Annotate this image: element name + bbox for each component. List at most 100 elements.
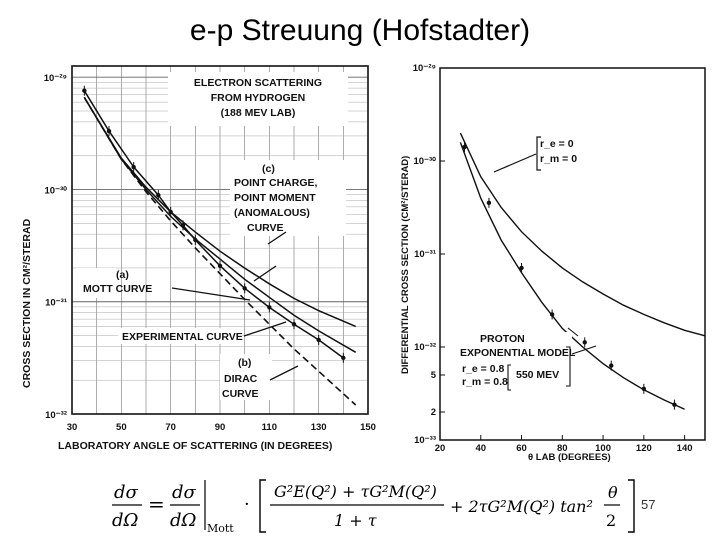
left-data-point — [82, 88, 87, 93]
left-anno-c: (c) — [262, 163, 275, 175]
left-y-tick-label: 10⁻³⁰ — [44, 185, 67, 196]
formula-mott-num: dσ — [172, 482, 197, 503]
right-data-point — [672, 402, 677, 407]
formula-numerator: G²E(Q²) + τG²M(Q²) — [274, 482, 437, 501]
left-x-tick-label: 70 — [165, 422, 176, 433]
left-anno-c-line-1: POINT CHARGE, — [234, 177, 318, 189]
cross-section-formula: dσ dΩ = dσ dΩ Mott · G²E(Q²) + τG²M(Q²) … — [108, 476, 648, 541]
right-series-line — [459, 132, 706, 337]
right-data-point — [486, 200, 492, 206]
right-anno-expmodel: EXPONENTIAL MODEL — [460, 347, 576, 359]
left-data-point — [242, 286, 247, 291]
right-curves — [459, 132, 706, 410]
left-anno-b: (b) — [238, 357, 251, 369]
left-anno-dirac-leader — [269, 365, 299, 381]
right-data-point — [641, 386, 647, 392]
left-data-point — [156, 192, 161, 198]
left-data-point — [316, 337, 321, 343]
left-anno-c-leader — [267, 231, 287, 245]
right-x-tick-label: 60 — [516, 443, 527, 454]
formula-lhs-den: dΩ — [112, 510, 139, 531]
left-points — [82, 85, 346, 363]
right-series-line — [459, 142, 685, 410]
left-xlabel: LABORATORY ANGLE OF SCATTERING (IN DEGRE… — [58, 440, 332, 452]
page-number: 57 — [641, 497, 656, 512]
formula-two: 2 — [606, 511, 616, 530]
left-x-tick-label: 50 — [116, 422, 127, 433]
right-x-tick-label: 20 — [435, 443, 446, 454]
left-chart: 30 50 70 90 110 130 150 10⁻²⁹ 10⁻³⁰ 10⁻³¹ 10⁻³² E… — [21, 65, 376, 452]
right-y-tick-label: 10⁻³¹ — [414, 249, 436, 260]
left-data-point — [291, 321, 297, 327]
left-data-point — [168, 209, 173, 215]
left-title-line-2: FROM HYDROGEN — [211, 92, 306, 104]
left-y-tick-label: 10⁻³¹ — [45, 298, 67, 309]
right-anno-550: 550 MEV — [516, 369, 559, 381]
right-data-point — [609, 363, 614, 368]
left-series-line — [83, 96, 357, 406]
left-data-point — [341, 355, 346, 361]
right-anno-rm08: r_m = 0.8 — [462, 376, 508, 388]
left-plot-frame — [71, 65, 369, 415]
right-anno-leader-2 — [571, 345, 597, 355]
left-data-point — [217, 263, 223, 269]
left-title-line-1: ELECTRON SCATTERING — [194, 77, 322, 89]
right-points — [462, 142, 677, 410]
slide-title: e-p Streuung (Hofstadter) — [189, 14, 531, 47]
left-anno-a-box — [76, 268, 116, 298]
left-anno-exp-leader — [243, 321, 287, 337]
left-data-point — [131, 164, 136, 170]
left-anno-dirac-curve: CURVE — [222, 388, 259, 400]
right-data-point — [582, 340, 587, 345]
left-anno-c-line-3: (ANOMALOUS) — [234, 207, 310, 219]
left-anno-c-box — [230, 160, 346, 236]
right-anno-bracket-2 — [507, 364, 511, 391]
right-anno-bracket-1 — [536, 136, 541, 171]
right-x-tick-label: 140 — [677, 443, 693, 454]
left-data-point — [193, 237, 198, 243]
right-data-point — [462, 144, 467, 150]
right-y-ticks: 10⁻²⁹ 10⁻³⁰ 10⁻³¹ 10⁻³² 5 2 10⁻³³ — [413, 63, 445, 446]
left-y-ticks: 10⁻²⁹ 10⁻³⁰ 10⁻³¹ 10⁻³² — [44, 73, 67, 421]
formula-mott-den: dΩ — [170, 510, 197, 531]
right-y-tick-label: 10⁻³² — [414, 342, 436, 353]
formula-denominator: 1 + τ — [334, 511, 378, 530]
right-anno-box — [458, 332, 572, 388]
left-x-ticks: 30 50 70 90 110 130 150 — [67, 422, 376, 433]
right-y-tick-label: 10⁻²⁹ — [413, 63, 436, 74]
right-anno-leader-1 — [493, 153, 537, 173]
left-series-line — [83, 97, 356, 328]
left-anno-c-leader-2 — [253, 265, 277, 282]
left-x-tick-label: 110 — [262, 422, 277, 433]
right-anno-re08: r_e = 0.8 — [462, 363, 504, 375]
right-data-point — [519, 265, 524, 271]
left-x-tick-label: 30 — [67, 422, 78, 433]
left-data-point — [267, 305, 272, 310]
right-y-tick-label: 10⁻³⁰ — [413, 156, 436, 167]
svg-text:=: = — [148, 492, 165, 516]
left-x-tick-label: 90 — [215, 422, 226, 433]
left-y-tick-label: 10⁻²⁹ — [44, 73, 67, 84]
left-data-point — [180, 223, 186, 228]
left-anno-c-line-4: CURVE — [247, 222, 284, 234]
right-xlabel: θ LAB (DEGREES) — [528, 452, 611, 463]
right-anno-proton: PROTON — [480, 333, 525, 345]
right-x-tick-label: 80 — [557, 443, 568, 454]
right-anno-rm0: r_m = 0 — [540, 153, 577, 165]
right-x-tick-label: 100 — [595, 443, 611, 454]
formula-theta: θ — [608, 483, 618, 502]
right-y-tick-label: 2 — [431, 407, 436, 418]
formula-lhs-num: dσ — [114, 482, 139, 503]
left-x-tick-label: 130 — [311, 422, 327, 433]
left-anno-experimental: EXPERIMENTAL CURVE — [122, 331, 243, 343]
left-title-box — [168, 72, 348, 126]
left-anno-a: (a) — [116, 269, 129, 281]
left-anno-b-box — [220, 354, 272, 400]
formula-tail: + 2τG²M(Q²) tan² — [450, 497, 593, 516]
left-anno-mott: MOTT CURVE — [83, 283, 152, 295]
right-chart: 20 40 60 80 100 120 140 10⁻²⁹ 10⁻³⁰ 10⁻³¹ 10⁻³² 5 2… — [400, 63, 706, 463]
left-anno-exp-box — [118, 328, 242, 344]
right-anno-re0: r_e = 0 — [540, 138, 574, 150]
formula-mott-sub: Mott — [207, 522, 234, 535]
